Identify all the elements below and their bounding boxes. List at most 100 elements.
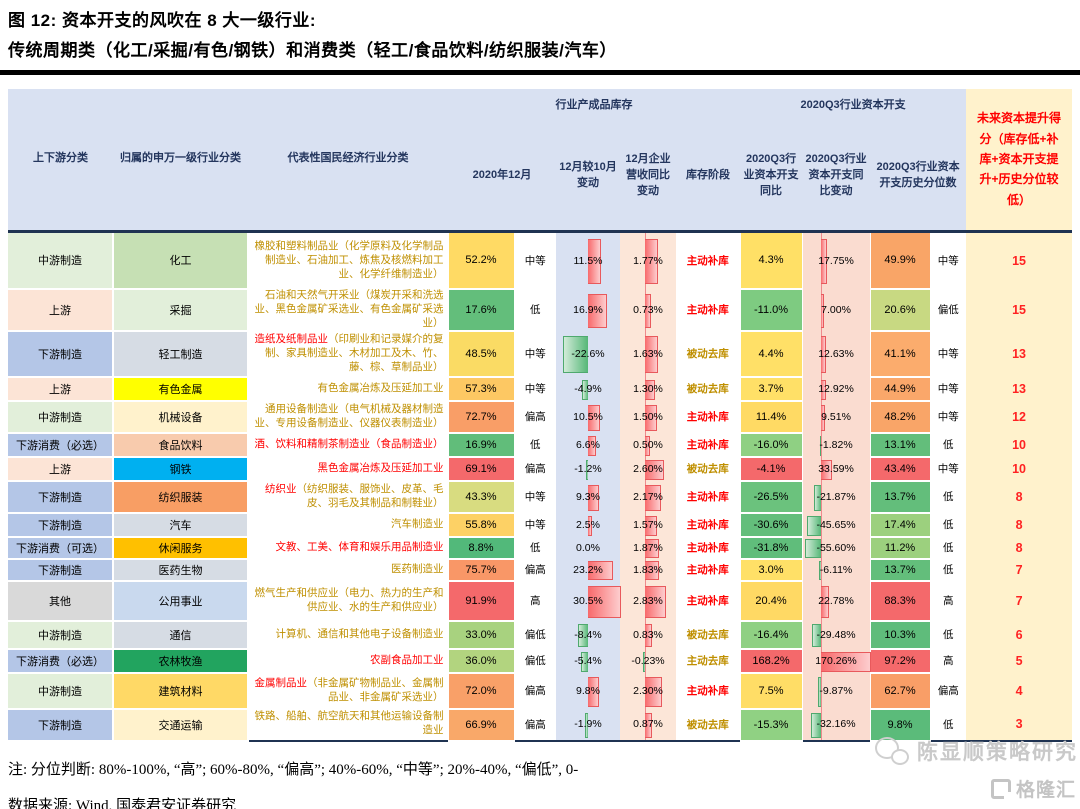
- bar-axis-line: [821, 620, 823, 649]
- description-highlight: 通用设备制造业: [265, 402, 339, 415]
- description-highlight: 金属制品业: [254, 676, 308, 689]
- bar-value-label: -6.11%: [819, 563, 853, 576]
- positive-data-bar: [821, 379, 826, 400]
- title-divider-rule: [0, 70, 1080, 75]
- cell-industry-description: 文教、工美、体育和娱乐用品制造业: [248, 536, 448, 559]
- watermark-text: 陈显顺策略研究: [917, 741, 1078, 764]
- cell-revenue-bar: 1.57%: [620, 512, 676, 537]
- cell-updown-category: 中游制造: [8, 231, 114, 290]
- cell-dec-inventory: 43.3%: [447, 480, 515, 514]
- wechat-bubbles-icon: [875, 737, 909, 765]
- bar-value-label: -45.65%: [816, 518, 856, 531]
- cell-future-capex-score: 7: [966, 580, 1073, 621]
- cell-revenue-bar: 0.83%: [620, 620, 676, 649]
- cell-updown-category: 下游制造: [8, 708, 114, 742]
- cell-dec-level: 中等: [514, 480, 556, 513]
- cell-capex-chg-bar: 22.78%: [802, 580, 871, 621]
- cell-percentile-level: 低: [930, 558, 967, 581]
- bar-value-label: 9.51%: [821, 410, 851, 423]
- cell-revenue-bar: 1.30%: [620, 376, 676, 401]
- bar-value-label: -8.4%: [574, 628, 602, 641]
- cell-sw-industry: 采掘: [113, 289, 249, 332]
- positive-data-bar: [588, 404, 601, 431]
- negative-data-bar: [811, 712, 822, 739]
- positive-data-bar: [645, 239, 659, 285]
- cell-capex-yoy: 168.2%: [739, 648, 803, 674]
- cell-sw-industry: 交通运输: [113, 708, 249, 742]
- cell-capex-yoy: -4.1%: [739, 456, 803, 482]
- col-header-capex-yoy: 2020Q3行业资本开支同比: [740, 123, 803, 231]
- negative-data-bar: [585, 459, 588, 480]
- cell-dec-level: 中等: [514, 231, 556, 289]
- cell-dec-level: 低: [514, 289, 556, 331]
- description-highlight: 纺织业: [265, 482, 297, 495]
- cell-revenue-bar: 0.73%: [620, 289, 676, 331]
- bar-value-label: 9.3%: [576, 490, 600, 503]
- col-header-description: 代表性国民经济行业分类: [248, 89, 448, 231]
- cell-chg-bar: -4.9%: [556, 376, 620, 401]
- cell-updown-category: 下游制造: [8, 480, 114, 514]
- cell-sw-industry: 有色金属: [113, 376, 249, 402]
- positive-data-bar: [588, 294, 607, 328]
- cell-dec-inventory: 33.0%: [447, 620, 515, 650]
- bar-value-label: 9.8%: [576, 684, 600, 697]
- col-header-dec-2020: 2020年12月: [448, 123, 556, 231]
- cell-percentile-level: 低: [930, 480, 967, 513]
- cell-capex-percentile: 62.7%: [869, 672, 931, 710]
- description-detail: （印刷业和记录媒介的复制、家具制造业、木材加工及木、竹、藤、棕、草制品业）: [265, 332, 444, 373]
- cell-revenue-bar: 1.77%: [620, 231, 676, 289]
- cell-capex-chg-bar: 7.00%: [802, 289, 871, 331]
- cell-percentile-level: 中等: [930, 456, 967, 481]
- cell-revenue-bar: 1.63%: [620, 330, 676, 377]
- bar-value-label: 0.73%: [633, 303, 663, 316]
- positive-data-bar: [821, 585, 829, 619]
- bar-value-label: -32.16%: [816, 718, 856, 731]
- cell-inventory-stage: 主动补库: [676, 672, 741, 709]
- cell-updown-category: 中游制造: [8, 672, 114, 710]
- description-highlight: 酒、饮料和精制茶制造业（食品制造业）: [254, 437, 444, 450]
- bar-axis-line: [821, 536, 823, 559]
- table-body: 中游制造 化工 橡胶和塑料制品业（化学原料及化学制品制造业、石油加工、炼焦及核燃料加…: [8, 231, 1073, 742]
- cell-industry-description: 通用设备制造业（电气机械及器材制造业、专用设备制造业、仪器仪表制造业）: [248, 400, 448, 433]
- col-header-capex-chg: 2020Q3行业资本开支同比变动: [802, 123, 871, 231]
- positive-data-bar: [588, 435, 596, 456]
- bar-value-label: 22.78%: [818, 594, 854, 607]
- cell-capex-chg-bar: 12.92%: [802, 376, 871, 401]
- description-highlight: 有色金属冶炼及压延加工业: [317, 381, 444, 394]
- description-detail: （煤炭开采和洗选业、黑色金属矿采选业、有色金属矿采选业）: [254, 289, 444, 329]
- cell-future-capex-score: 13: [966, 376, 1073, 401]
- bar-axis-line: [821, 672, 823, 709]
- cell-industry-description: 铁路、船舶、航空航天和其他运输设备制造业: [248, 708, 448, 741]
- description-highlight: 燃气生产和供应业: [254, 586, 339, 599]
- cell-percentile-level: 偏低: [930, 289, 967, 331]
- cell-capex-yoy: 4.3%: [739, 231, 803, 290]
- bar-value-label: 1.63%: [633, 347, 663, 360]
- cell-industry-description: 橡胶和塑料制品业（化学原料及化学制品制造业、石油加工、炼焦及核燃料加工业、化学纤…: [248, 231, 448, 289]
- table-row: 其他 公用事业 燃气生产和供应业（电力、热力的生产和供应业、水的生产和供应业） 91.…: [8, 580, 1073, 622]
- negative-data-bar: [581, 651, 588, 672]
- note-data-source: 数据来源: Wind, 国泰君安证券研究: [8, 797, 237, 809]
- cell-sw-industry: 食品饮料: [113, 432, 249, 458]
- description-highlight: 文教、工美、体育和娱乐用品制造业: [275, 540, 444, 553]
- cell-capex-yoy: 20.4%: [739, 580, 803, 622]
- note-percentile-rule: 注: 分位判断: 80%-100%, “高”; 60%-80%, “偏高”; 4…: [8, 761, 579, 778]
- bar-value-label: -9.87%: [819, 684, 853, 697]
- cell-percentile-level: 低: [930, 536, 967, 559]
- cell-sw-industry: 化工: [113, 231, 249, 290]
- cell-future-capex-score: 4: [966, 672, 1073, 709]
- group-header-capex: 2020Q3行业资本开支: [740, 89, 967, 123]
- group-header-inventory: 行业产成品库存: [448, 89, 741, 123]
- cell-updown-category: 上游: [8, 376, 114, 402]
- bar-value-label: 0.50%: [633, 438, 663, 451]
- cell-future-capex-score: 15: [966, 289, 1073, 331]
- bar-value-label: 7.00%: [821, 303, 851, 316]
- bar-value-label: -55.60%: [816, 541, 856, 554]
- cell-future-capex-score: 8: [966, 512, 1073, 537]
- cell-percentile-level: 中等: [930, 400, 967, 433]
- cell-future-capex-score: 13: [966, 330, 1073, 377]
- cell-capex-percentile: 88.3%: [869, 580, 931, 622]
- cell-capex-yoy: -26.5%: [739, 480, 803, 514]
- cell-future-capex-score: 7: [966, 558, 1073, 581]
- cell-dec-level: 偏高: [514, 400, 556, 433]
